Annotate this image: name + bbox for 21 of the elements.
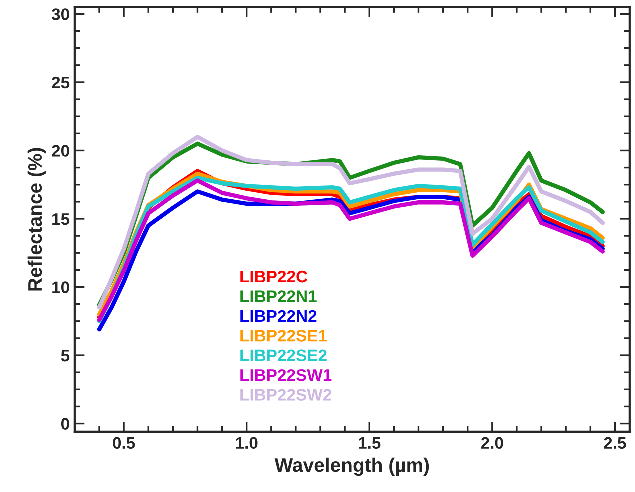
y-tick-label: 20 — [52, 145, 70, 157]
text: LIBP22N1 — [240, 290, 317, 302]
x-tick-label: 1.0 — [236, 437, 258, 450]
text: LIBP22C — [240, 270, 308, 283]
y-tick-label: 5 — [61, 350, 70, 362]
y-tick-label: 15 — [52, 214, 70, 226]
text: LIBP22SE2 — [240, 350, 327, 362]
y-tick-label: 0 — [61, 418, 70, 430]
x-tick-label: 0.5 — [113, 437, 136, 450]
text: LIBP22SW2 — [240, 389, 332, 401]
text: LIBP22SW1 — [240, 369, 332, 382]
y-tick-label: 30 — [52, 8, 70, 20]
x-tick-label: 2.5 — [604, 437, 626, 450]
text: LIBP22N2 — [240, 310, 317, 322]
y-tick-label: 25 — [52, 76, 70, 89]
x-tick-label: 1.5 — [359, 437, 381, 450]
x-tick-label: 2.0 — [481, 437, 504, 450]
y-axis-title: Reflectance (%) — [28, 148, 46, 291]
text: LIBP22SE1 — [240, 330, 328, 342]
x-axis-title: Wavelength (µm) — [274, 458, 430, 476]
y-tick-label: 10 — [52, 282, 70, 294]
